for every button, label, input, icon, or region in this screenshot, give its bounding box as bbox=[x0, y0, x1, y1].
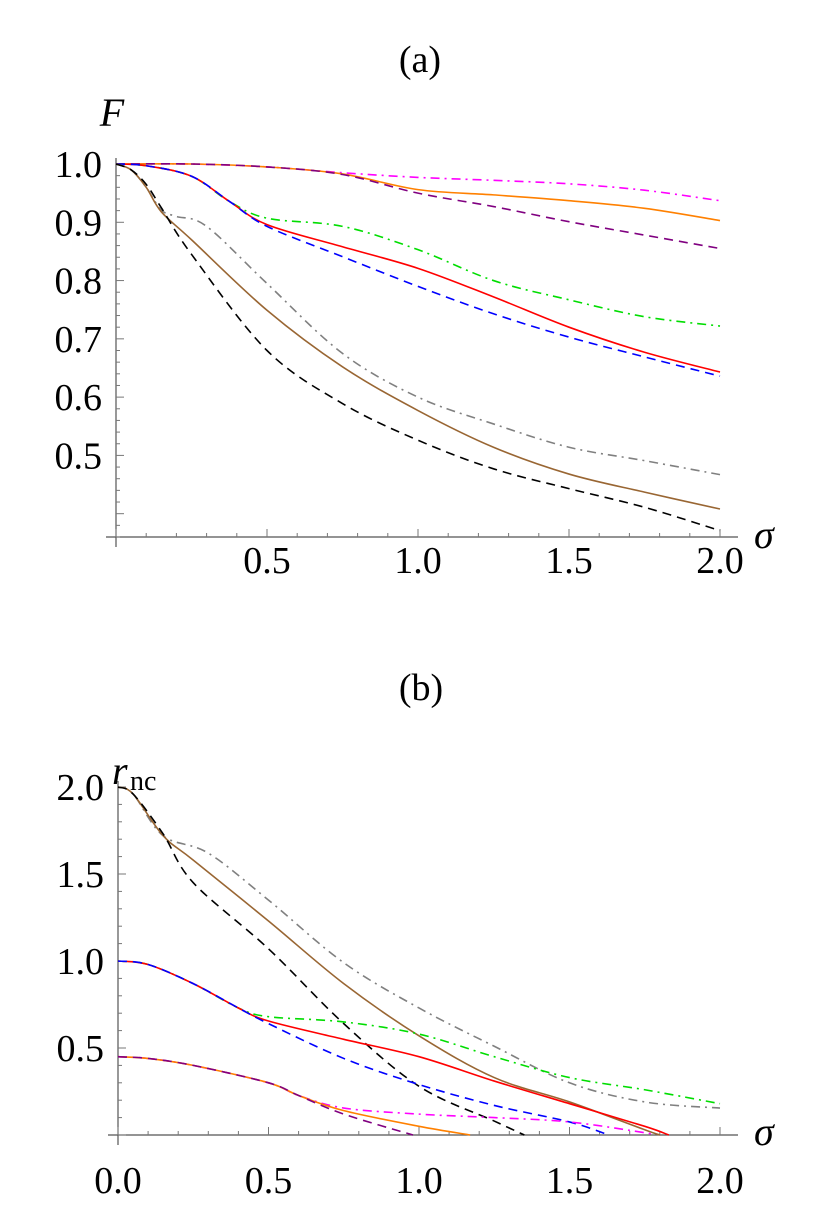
series-line-4 bbox=[117, 960, 670, 1136]
y-tick-label: 0.5 bbox=[57, 1028, 105, 1070]
series-line-3 bbox=[117, 960, 721, 1105]
y-tick-label: 1.5 bbox=[57, 854, 105, 896]
series-line-6 bbox=[115, 163, 721, 476]
y-axis-label-subscript: nc bbox=[130, 766, 156, 797]
x-tick-label: 1.0 bbox=[395, 1160, 443, 1202]
x-tick-label: 2.0 bbox=[696, 1160, 744, 1202]
series-line-5 bbox=[117, 960, 609, 1136]
x-tick-label: 1.0 bbox=[394, 540, 442, 582]
series-line-2 bbox=[115, 162, 721, 250]
y-tick-label: 0.9 bbox=[55, 202, 103, 244]
x-tick-label: 1.5 bbox=[545, 540, 593, 582]
series-line-3 bbox=[115, 163, 721, 327]
panel-title: (a) bbox=[399, 39, 441, 81]
x-tick-label: 0.0 bbox=[94, 1160, 142, 1202]
y-tick-label: 1.0 bbox=[55, 144, 103, 186]
y-tick-label: 2.0 bbox=[57, 767, 105, 809]
y-tick-label: 1.0 bbox=[57, 941, 105, 983]
panel-b: (b)0.51.01.52.00.0 0.5 1.0 1.5 2.0r ncσ bbox=[57, 667, 776, 1202]
y-axis-label: F bbox=[99, 90, 125, 135]
x-tick-label: 0.5 bbox=[243, 540, 291, 582]
series-line-8 bbox=[115, 163, 721, 532]
y-tick-label: 0.6 bbox=[55, 377, 103, 419]
y-tick-label: 0.5 bbox=[55, 435, 103, 477]
x-tick-label: 1.5 bbox=[546, 1160, 594, 1202]
x-axis-label: σ bbox=[754, 1109, 775, 1154]
y-tick-label: 0.7 bbox=[55, 319, 103, 361]
series-line-1 bbox=[115, 162, 721, 222]
y-tick-label: 0.8 bbox=[55, 261, 103, 303]
series-line-8 bbox=[117, 1055, 414, 1136]
y-axis-label: r bbox=[112, 748, 128, 793]
series-line-4 bbox=[115, 163, 721, 373]
series-line-7 bbox=[117, 1055, 471, 1136]
series-line-0 bbox=[115, 162, 721, 202]
series-line-7 bbox=[115, 163, 721, 510]
x-axis-label: σ bbox=[754, 512, 775, 557]
panel-a: (a) 0.5 0.6 0.7 0.8 0.9 1.0 0.5 1.0 1.5 2.0 Fσ bbox=[55, 39, 776, 582]
series-line-2 bbox=[117, 786, 525, 1136]
series-line-5 bbox=[115, 163, 721, 377]
series-line-0 bbox=[117, 786, 721, 1109]
panel-title: (b) bbox=[399, 667, 443, 709]
x-tick-label: 2.0 bbox=[696, 540, 744, 582]
x-tick-label: 0.5 bbox=[245, 1160, 293, 1202]
series-line-1 bbox=[117, 786, 661, 1136]
